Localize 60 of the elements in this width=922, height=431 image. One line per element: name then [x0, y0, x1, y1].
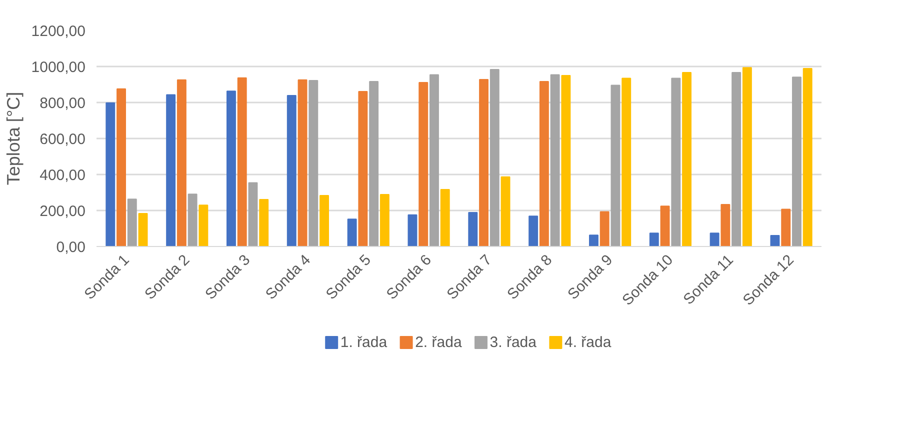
y-axis-title: Teplota [°C] — [3, 92, 24, 186]
bar — [116, 88, 126, 246]
bar — [308, 80, 318, 246]
y-tick-label: 400,00 — [40, 167, 86, 184]
bar — [682, 72, 692, 246]
bar — [166, 94, 176, 246]
y-tick-label: 600,00 — [40, 131, 86, 148]
bar — [710, 232, 720, 246]
bar — [138, 213, 148, 246]
bar — [781, 208, 791, 246]
bar — [176, 79, 186, 246]
bar — [418, 82, 428, 246]
bar — [622, 78, 632, 246]
bar — [589, 234, 598, 246]
bar — [600, 211, 610, 246]
bar — [528, 216, 538, 246]
y-tick-label: 800,00 — [40, 95, 86, 112]
bar — [430, 74, 439, 246]
bar — [732, 72, 742, 246]
bar — [226, 90, 236, 246]
bar — [792, 76, 802, 246]
bar — [198, 204, 208, 246]
y-tick-label: 0,00 — [56, 239, 86, 256]
legend-label: 1. řada — [340, 334, 388, 351]
bar — [298, 79, 308, 246]
bar — [660, 206, 670, 246]
bar — [127, 198, 137, 246]
bar — [671, 78, 681, 246]
legend-label: 3. řada — [490, 334, 538, 351]
bar — [320, 195, 329, 246]
y-tick-label: 1200,00 — [31, 23, 86, 40]
bar — [550, 74, 560, 246]
bar — [561, 75, 571, 246]
bar — [440, 188, 450, 246]
bar — [610, 84, 620, 246]
bar — [770, 235, 780, 246]
bar — [188, 194, 198, 246]
bar — [500, 176, 510, 246]
bar — [380, 194, 390, 246]
bar — [408, 214, 418, 246]
bar — [720, 204, 730, 246]
bar — [539, 80, 549, 246]
bar — [347, 218, 357, 246]
legend-label: 2. řada — [415, 334, 462, 351]
bar — [106, 102, 116, 246]
bar — [490, 69, 500, 246]
bar — [248, 182, 258, 246]
y-tick-label: 1000,00 — [31, 59, 86, 76]
bar — [742, 67, 752, 246]
bar — [369, 80, 379, 246]
bar — [259, 199, 269, 246]
bar — [237, 77, 247, 246]
bar — [802, 68, 812, 246]
bar — [649, 232, 659, 246]
bar — [468, 212, 478, 246]
bar — [479, 78, 488, 246]
bar — [286, 94, 296, 246]
bar — [358, 91, 368, 246]
y-tick-label: 200,00 — [40, 203, 86, 220]
legend-label: 4. řada — [564, 334, 612, 351]
